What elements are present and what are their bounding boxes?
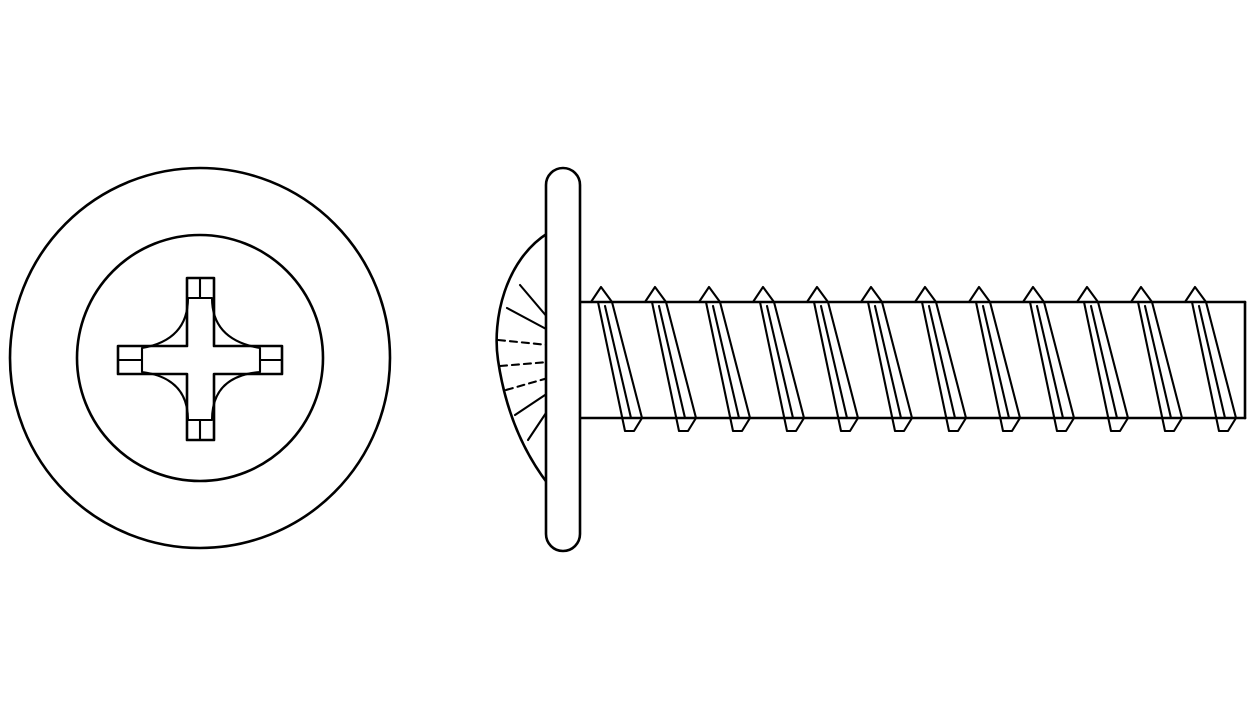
- thread-flank-line: [927, 304, 957, 420]
- thread-crest: [967, 285, 1022, 433]
- dome-line-7: [526, 408, 550, 442]
- side-view: [495, 166, 1247, 553]
- dome-line-6: [513, 391, 550, 417]
- thread-flank-line: [603, 304, 633, 420]
- thread-flank-line: [1089, 304, 1119, 420]
- washer-flange: [544, 166, 582, 553]
- recess-outline: [116, 276, 284, 442]
- top-view: [8, 166, 392, 550]
- recess-inner-cross: [140, 296, 262, 422]
- thread-flank-line: [1197, 304, 1227, 420]
- thread-crest: [859, 285, 914, 433]
- thread-crest: [1183, 285, 1238, 433]
- thread-flank-line: [765, 304, 795, 420]
- thread-crest: [913, 285, 968, 433]
- thread-crest: [751, 285, 806, 433]
- thread-flank-line: [1143, 304, 1173, 420]
- dome-outline: [495, 231, 550, 486]
- dome-line-5: [504, 376, 550, 392]
- dome-line-4: [498, 360, 550, 368]
- dome-line-2: [505, 306, 550, 332]
- thread-flank-line: [819, 304, 849, 420]
- thread-crest: [1075, 285, 1130, 433]
- thread-crest: [1129, 285, 1184, 433]
- head-dome-circle: [75, 233, 325, 483]
- thread-flank-line: [711, 304, 741, 420]
- thread-flank-line: [1035, 304, 1065, 420]
- thread-flank-line: [981, 304, 1011, 420]
- thread-helix-group: [589, 285, 1238, 433]
- dome-head: [495, 231, 553, 486]
- thread-crest: [589, 285, 644, 433]
- dome-shading-lines: [496, 283, 553, 442]
- dome-line-3: [496, 338, 550, 347]
- thread-crest: [805, 285, 860, 433]
- washer-outer-circle: [8, 166, 392, 550]
- dome-line-1: [518, 283, 550, 320]
- thread-crest: [643, 285, 698, 433]
- thread-flank-line: [657, 304, 687, 420]
- thread-crest: [697, 285, 752, 433]
- phillips-recess: [116, 276, 284, 442]
- thread-crest: [1021, 285, 1076, 433]
- thread-flank-line: [873, 304, 903, 420]
- threaded-shank: [578, 285, 1247, 433]
